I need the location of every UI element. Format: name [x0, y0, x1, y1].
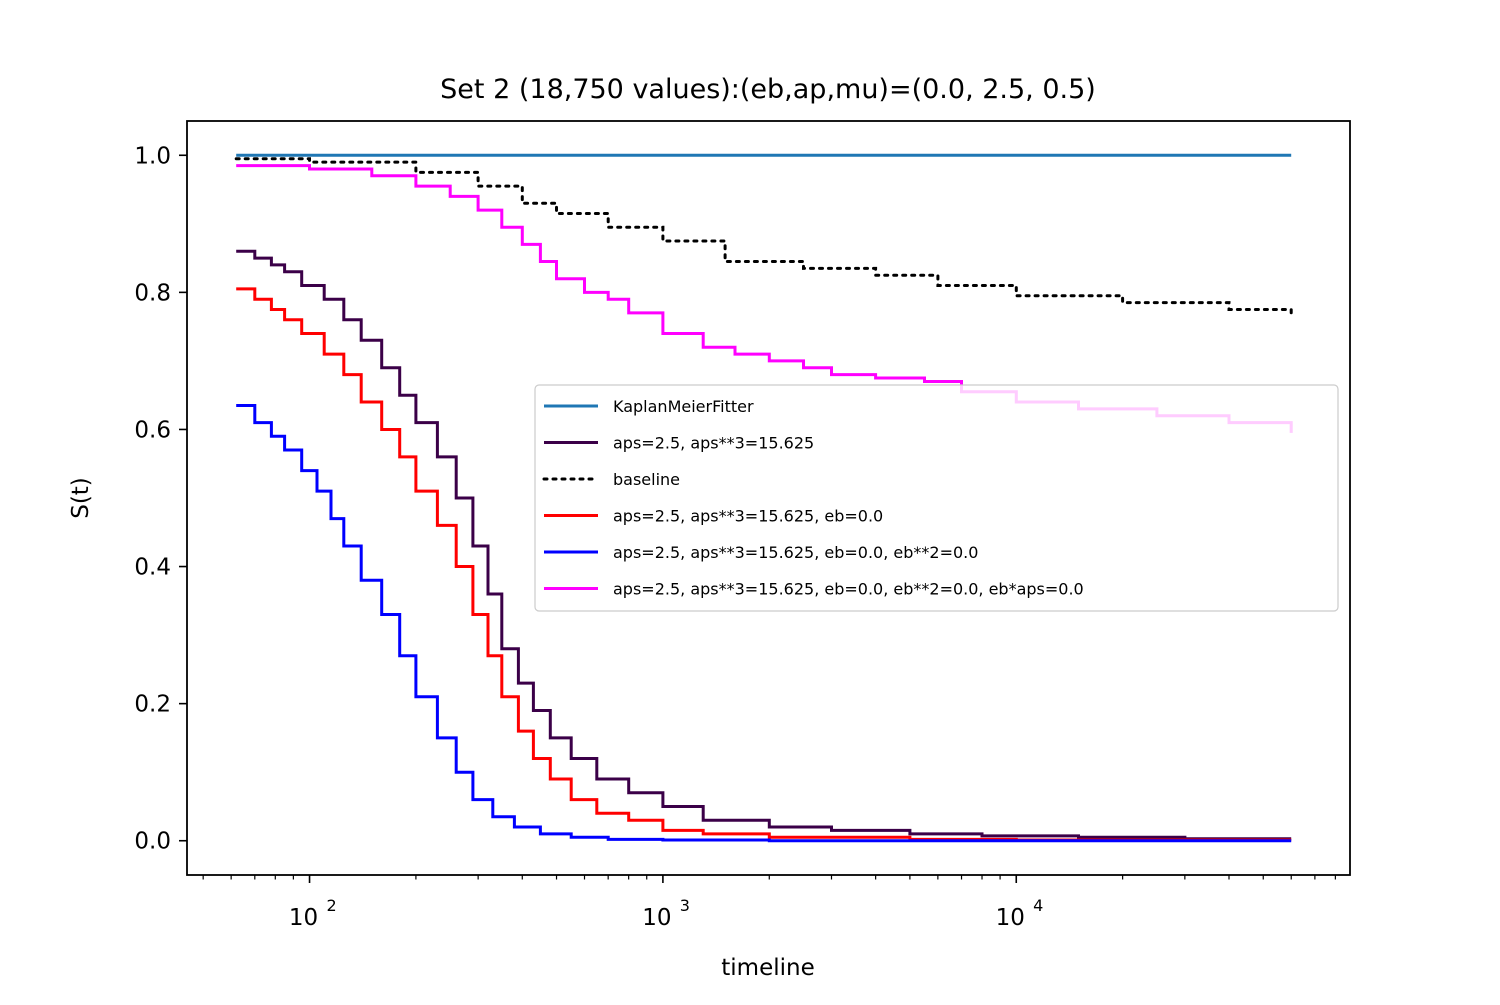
series-line-3	[236, 287, 1292, 842]
legend: KaplanMeierFitter aps=2.5, aps**3=15.625 b…	[534, 384, 1339, 612]
chart-title: Set 2 (18,750 values):(eb,ap,mu)=(0.0, 2…	[440, 74, 1096, 105]
x-tick-exponent-2: 4	[1033, 896, 1043, 915]
legend-label-1: aps=2.5, aps**3=15.625	[613, 434, 814, 453]
y-tick-label-2: 0.4	[134, 555, 171, 581]
y-axis-label: S(t)	[68, 477, 94, 519]
x-axis-ticks: 10 2 10 3 10 4	[202, 875, 1336, 931]
legend-label-4: aps=2.5, aps**3=15.625, eb=0.0, eb**2=0.…	[613, 543, 978, 562]
legend-label-3: aps=2.5, aps**3=15.625, eb=0.0	[613, 507, 883, 526]
legend-label-2: baseline	[613, 470, 680, 489]
x-tick-label-2: 10	[996, 905, 1025, 931]
series-line-1	[236, 249, 1292, 841]
y-tick-label-0: 0.0	[134, 829, 171, 855]
legend-box	[534, 384, 1339, 612]
x-tick-exponent-1: 3	[680, 896, 690, 915]
x-tick-label-1: 10	[642, 905, 671, 931]
y-tick-label-4: 0.8	[134, 280, 171, 306]
y-tick-label-3: 0.6	[134, 417, 171, 443]
legend-label-0: KaplanMeierFitter	[613, 397, 754, 416]
plot-frame	[186, 120, 1351, 876]
x-tick-exponent-0: 2	[326, 896, 336, 915]
legend-label-5: aps=2.5, aps**3=15.625, eb=0.0, eb**2=0.…	[613, 580, 1084, 599]
x-tick-label-0: 10	[289, 905, 318, 931]
x-axis-label: timeline	[721, 955, 814, 981]
y-tick-label-1: 0.2	[134, 692, 171, 718]
series-line-2	[234, 157, 1293, 318]
y-tick-label-5: 1.0	[134, 143, 171, 169]
series-line-4	[236, 404, 1292, 843]
y-axis-ticks: 0.0 0.2 0.4 0.6 0.8 1.0	[134, 143, 187, 855]
